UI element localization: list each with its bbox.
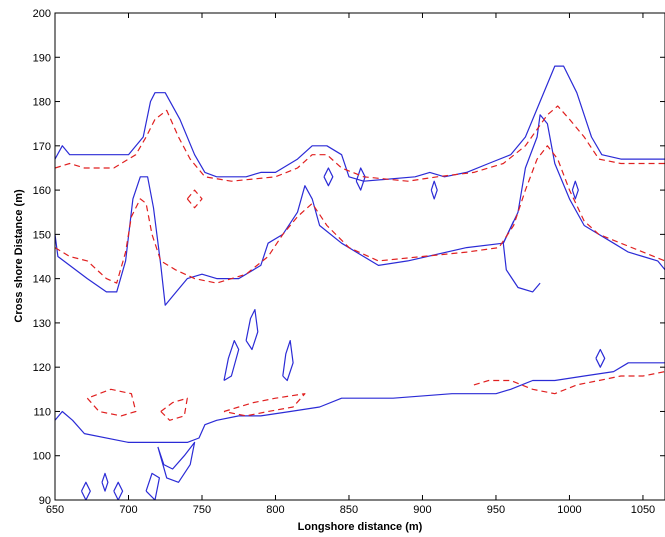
y-tick-label-5: 140 bbox=[33, 274, 51, 286]
y-tick-label-1: 100 bbox=[33, 451, 51, 463]
ticks-layer: 650 700 750 800 850 900 950 1000 1050 90 100 110 120… bbox=[33, 8, 665, 516]
series-1-contour-2 bbox=[86, 388, 137, 417]
series-0-contour-12 bbox=[595, 348, 606, 368]
series-0-contour-13 bbox=[323, 167, 334, 187]
x-tick-label-4: 850 bbox=[340, 504, 358, 516]
plot-frame bbox=[54, 12, 665, 501]
y-tick-label-3: 120 bbox=[33, 362, 51, 374]
series-0-contour-1 bbox=[55, 114, 665, 306]
y-tick-label-7: 160 bbox=[33, 185, 51, 197]
series-0-contour-8 bbox=[145, 472, 160, 500]
series-0-contour-3 bbox=[55, 362, 665, 443]
series-0-contour-15 bbox=[571, 180, 579, 200]
series-0-contour-11 bbox=[113, 481, 124, 500]
x-tick-label-8: 1050 bbox=[631, 504, 655, 516]
x-axis-label: Longshore distance (m) bbox=[298, 521, 423, 533]
y-tick-label-0: 90 bbox=[39, 495, 51, 507]
series-0-contour-4 bbox=[223, 340, 240, 382]
series-0-contour-0 bbox=[55, 65, 665, 182]
x-tick-label-6: 950 bbox=[487, 504, 505, 516]
y-tick-label-10: 190 bbox=[33, 52, 51, 64]
x-tick-label-2: 750 bbox=[193, 504, 211, 516]
series-1-contour-0 bbox=[55, 105, 665, 182]
x-tick-label-5: 900 bbox=[413, 504, 431, 516]
series-1-contour-4 bbox=[223, 393, 306, 417]
series-0-contour-7 bbox=[157, 441, 196, 483]
y-tick-label-4: 130 bbox=[33, 318, 51, 330]
series-1-contour-6 bbox=[186, 189, 203, 209]
x-tick-label-0: 650 bbox=[46, 504, 64, 516]
series-layer bbox=[55, 65, 665, 500]
y-tick-label-9: 180 bbox=[33, 97, 51, 109]
x-tick-label-3: 800 bbox=[266, 504, 284, 516]
series-1-contour-3 bbox=[160, 397, 188, 421]
series-1-contour-5 bbox=[473, 371, 665, 395]
series-0-contour-5 bbox=[245, 309, 259, 351]
series-0-contour-14 bbox=[430, 180, 438, 200]
x-tick-label-1: 700 bbox=[119, 504, 137, 516]
series-1-contour-1 bbox=[55, 145, 665, 284]
y-tick-label-6: 150 bbox=[33, 229, 51, 241]
series-0-contour-9 bbox=[80, 481, 91, 500]
x-tick-label-7: 1000 bbox=[557, 504, 581, 516]
series-0-contour-10 bbox=[101, 472, 109, 492]
series-0-contour-2 bbox=[502, 220, 541, 293]
y-tick-label-11: 200 bbox=[33, 8, 51, 20]
y-tick-label-8: 170 bbox=[33, 141, 51, 153]
plot-area bbox=[55, 13, 665, 500]
y-axis-label: Cross shore Distance (m) bbox=[13, 189, 25, 323]
series-0-contour-6 bbox=[282, 340, 294, 382]
y-tick-label-2: 110 bbox=[33, 406, 51, 418]
